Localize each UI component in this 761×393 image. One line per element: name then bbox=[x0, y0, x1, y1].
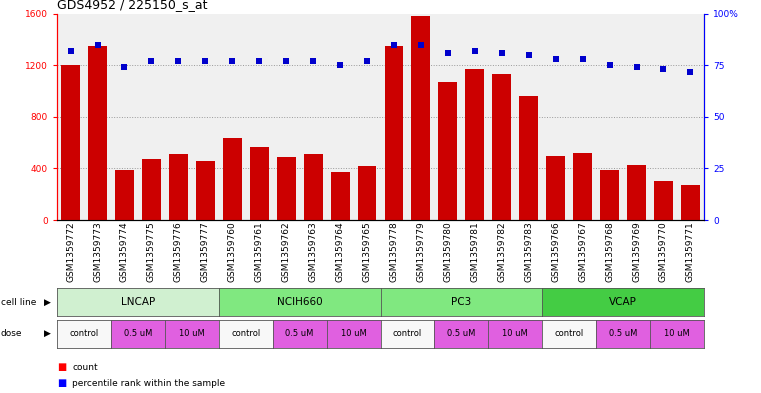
Text: percentile rank within the sample: percentile rank within the sample bbox=[72, 379, 225, 387]
Bar bbox=[438, 82, 457, 220]
Text: NCIH660: NCIH660 bbox=[277, 297, 323, 307]
Point bbox=[549, 56, 562, 62]
Point bbox=[119, 64, 131, 70]
Text: 0.5 uM: 0.5 uM bbox=[285, 329, 314, 338]
Bar bbox=[330, 173, 349, 220]
Point bbox=[145, 58, 158, 64]
Point bbox=[199, 58, 212, 64]
Text: 10 uM: 10 uM bbox=[179, 329, 205, 338]
Point bbox=[65, 48, 77, 54]
Point bbox=[630, 64, 642, 70]
Text: count: count bbox=[72, 363, 98, 372]
Text: 10 uM: 10 uM bbox=[341, 329, 367, 338]
Bar bbox=[169, 154, 188, 220]
Bar bbox=[358, 166, 377, 220]
Point bbox=[253, 58, 266, 64]
Bar bbox=[412, 17, 431, 220]
Bar bbox=[600, 170, 619, 220]
Text: 0.5 uM: 0.5 uM bbox=[609, 329, 637, 338]
Bar bbox=[546, 156, 565, 220]
Bar bbox=[466, 69, 484, 220]
Point bbox=[577, 56, 589, 62]
Bar bbox=[115, 170, 134, 220]
Text: VCAP: VCAP bbox=[609, 297, 637, 307]
Text: ▶: ▶ bbox=[43, 298, 51, 307]
Text: PC3: PC3 bbox=[451, 297, 472, 307]
Bar bbox=[88, 46, 107, 220]
Point bbox=[307, 58, 319, 64]
Point bbox=[91, 42, 103, 48]
Text: LNCAP: LNCAP bbox=[121, 297, 155, 307]
Text: 0.5 uM: 0.5 uM bbox=[124, 329, 152, 338]
Point bbox=[495, 50, 508, 56]
Point bbox=[523, 52, 535, 58]
Point bbox=[415, 42, 427, 48]
Bar bbox=[627, 165, 646, 220]
Text: cell line: cell line bbox=[1, 298, 36, 307]
Bar bbox=[196, 161, 215, 220]
Text: ■: ■ bbox=[57, 378, 66, 388]
Text: GDS4952 / 225150_s_at: GDS4952 / 225150_s_at bbox=[57, 0, 208, 11]
Point bbox=[684, 68, 696, 75]
Bar bbox=[250, 147, 269, 220]
Text: 10 uM: 10 uM bbox=[664, 329, 690, 338]
Bar bbox=[142, 160, 161, 220]
Point bbox=[361, 58, 373, 64]
Bar bbox=[384, 46, 403, 220]
Bar bbox=[654, 182, 673, 220]
Point bbox=[388, 42, 400, 48]
Point bbox=[226, 58, 238, 64]
Point bbox=[442, 50, 454, 56]
Point bbox=[172, 58, 184, 64]
Text: control: control bbox=[393, 329, 422, 338]
Point bbox=[603, 62, 616, 68]
Point bbox=[658, 66, 670, 73]
Point bbox=[280, 58, 292, 64]
Point bbox=[469, 48, 481, 54]
Text: control: control bbox=[231, 329, 260, 338]
Text: dose: dose bbox=[1, 329, 22, 338]
Bar bbox=[61, 65, 80, 220]
Bar bbox=[492, 74, 511, 220]
Bar bbox=[223, 138, 242, 220]
Text: control: control bbox=[555, 329, 584, 338]
Bar bbox=[573, 153, 592, 220]
Bar bbox=[519, 96, 538, 220]
Bar bbox=[304, 154, 323, 220]
Bar bbox=[681, 185, 700, 220]
Text: 0.5 uM: 0.5 uM bbox=[447, 329, 476, 338]
Text: 10 uM: 10 uM bbox=[502, 329, 528, 338]
Point bbox=[334, 62, 346, 68]
Text: ▶: ▶ bbox=[43, 329, 51, 338]
Bar bbox=[277, 157, 295, 220]
Text: control: control bbox=[69, 329, 99, 338]
Text: ■: ■ bbox=[57, 362, 66, 373]
